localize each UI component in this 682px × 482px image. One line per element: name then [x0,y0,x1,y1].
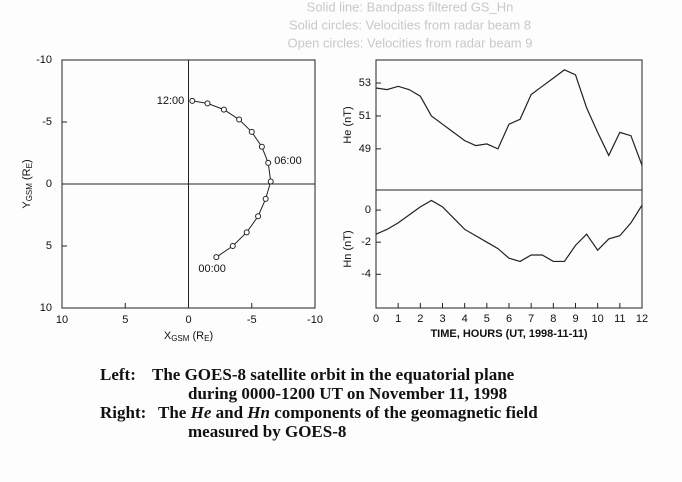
orbit-point [236,116,243,123]
x-tick-label: 9 [572,313,578,325]
x-tick-label: -10 [307,314,323,326]
x-tick-label: 10 [592,313,604,325]
orbit-point [189,97,196,104]
y-tick-label: 0 [365,204,371,216]
orbit-point [204,100,211,107]
axis-label-part: GSM [171,334,190,343]
x-tick-label: 11 [614,313,625,325]
y-tick-label: 5 [46,240,52,252]
orbit-point [248,128,255,135]
x-tick-label: -5 [247,314,257,326]
orbit-point [262,195,269,202]
y-tick-label: 49 [359,143,371,155]
orbit-point [267,178,274,185]
y-tick-label: -5 [42,116,52,128]
caption-label: Right: [100,403,146,422]
x-tick-label: 3 [439,313,445,325]
x-axis-label: TIME, HOURS (UT, 1998-11-11) [430,328,587,340]
axis-label-part: (R [21,168,33,183]
orbit-point [220,106,227,113]
faint-line: Solid line: Bandpass filtered GS_Hn [307,0,514,14]
axis-label-part: E [204,334,209,343]
x-tick-label: 10 [56,314,68,326]
y-tick-label: 10 [40,302,52,314]
y-tick-label: -4 [361,268,371,280]
axis-label-part: GSM [25,183,34,202]
y-tick-label: 51 [359,110,371,122]
faint-line: Open circles: Velocities from radar beam… [288,35,533,50]
data-line [375,199,643,263]
point-label: 06:00 [274,155,302,167]
axis-label-part: Y [21,201,33,209]
caption-part: components of the geomagnetic field [270,403,538,422]
data-line [375,69,643,166]
orbit-point [243,229,250,236]
x-tick-label: 0 [185,314,191,326]
orbit-point [255,213,262,220]
axis-label-part: ) [209,330,213,342]
caption: Left: The GOES-8 satellite orbit in the … [100,365,538,441]
x-tick-label: 4 [462,313,468,325]
x-tick-label: 0 [373,313,379,325]
y-tick-label: 0 [46,178,52,190]
point-label: 12:00 [157,95,185,107]
show-through-text: Solid line: Bandpass filtered GS_Hn Soli… [288,0,533,50]
caption-part: He [190,403,212,422]
axis-label-part: ) [21,159,33,163]
axis-label: XGSM (RE) [164,330,213,343]
axis-label-part: E [25,163,34,168]
x-tick-label: 2 [417,313,423,325]
orbit-point [258,143,265,150]
axis-label: YGSM (RE) [21,159,34,208]
orbit-point [213,254,220,261]
y-axis-label: Hn (nT) [342,230,354,267]
y-tick-label: 53 [359,77,371,89]
x-tick-label: 7 [528,313,534,325]
x-tick-label: 1 [395,313,401,325]
caption-part: Hn [246,403,270,422]
faint-line: Solid circles: Velocities from radar bea… [289,17,531,32]
y-axis-label: He (nT) [342,106,354,143]
caption-line: measured by GOES-8 [188,422,346,441]
point-label: 00:00 [198,263,226,275]
x-tick-label: 5 [122,314,128,326]
y-tick-label: -2 [361,236,371,248]
x-tick-label: 6 [506,313,512,325]
caption-line: during 0000-1200 UT on November 11, 1998 [188,384,507,403]
orbit-point [229,243,236,249]
axis-label-part: (R [189,330,204,342]
x-tick-label: 8 [550,313,556,325]
caption-part: and [211,403,247,422]
x-tick-label: 5 [484,313,490,325]
axis-label-part: X [164,330,172,342]
orbit-point [265,159,272,166]
y-tick-label: -10 [36,54,52,66]
caption-label: Left: [100,365,136,384]
caption-line: The He and Hn components of the geomagne… [158,403,538,422]
caption-part: The [158,403,191,422]
caption-line: The GOES-8 satellite orbit in the equato… [152,365,515,384]
x-tick-label: 12 [636,313,648,325]
